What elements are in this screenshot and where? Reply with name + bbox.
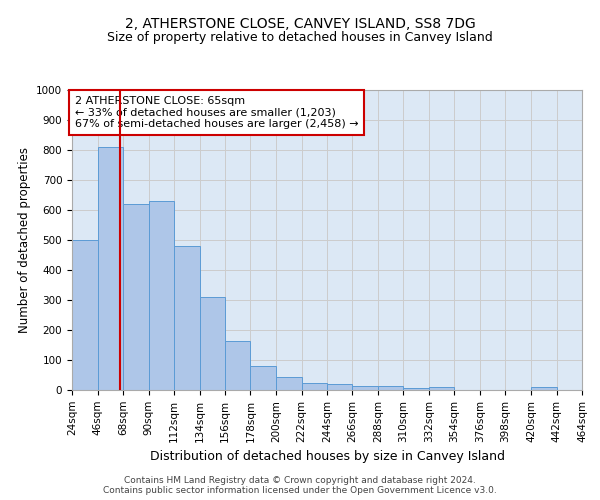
Y-axis label: Number of detached properties: Number of detached properties — [17, 147, 31, 333]
Bar — [251, 366, 276, 390]
Bar — [302, 382, 327, 390]
Bar — [149, 201, 174, 390]
Bar — [429, 387, 455, 390]
Bar — [378, 386, 403, 390]
Text: Size of property relative to detached houses in Canvey Island: Size of property relative to detached ho… — [107, 31, 493, 44]
Text: 2 ATHERSTONE CLOSE: 65sqm
← 33% of detached houses are smaller (1,203)
67% of se: 2 ATHERSTONE CLOSE: 65sqm ← 33% of detac… — [74, 96, 358, 129]
Bar — [276, 376, 302, 390]
Bar — [199, 297, 225, 390]
Bar — [174, 246, 199, 390]
Bar — [97, 147, 123, 390]
X-axis label: Distribution of detached houses by size in Canvey Island: Distribution of detached houses by size … — [149, 450, 505, 463]
Text: 2, ATHERSTONE CLOSE, CANVEY ISLAND, SS8 7DG: 2, ATHERSTONE CLOSE, CANVEY ISLAND, SS8 … — [125, 18, 475, 32]
Bar — [123, 204, 149, 390]
Bar — [352, 386, 378, 390]
Bar — [72, 240, 97, 390]
Text: Contains HM Land Registry data © Crown copyright and database right 2024.
Contai: Contains HM Land Registry data © Crown c… — [103, 476, 497, 495]
Bar — [531, 387, 557, 390]
Bar — [403, 388, 429, 390]
Bar — [225, 342, 251, 390]
Bar — [327, 384, 352, 390]
